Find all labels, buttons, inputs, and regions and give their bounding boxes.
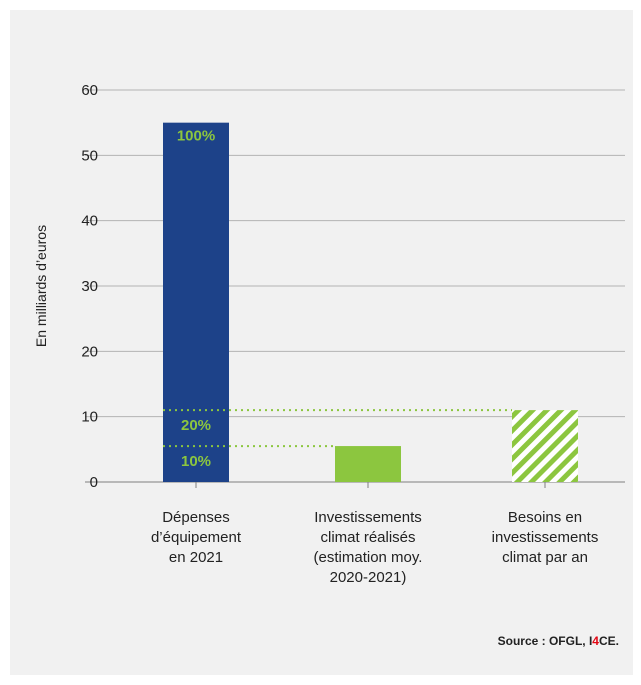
source-note: Source : OFGL, I4CE.: [498, 634, 619, 648]
y-tick-label: 40: [81, 213, 98, 230]
category-label: Besoins en investissements climat par an: [492, 509, 599, 566]
reference-label: 10%: [181, 453, 211, 470]
bar-chart: 0 10 20 30 40 50 60 En milliards d’euros Dépense…: [33, 82, 625, 586]
source-brand-4: 4: [592, 634, 599, 648]
bar: [163, 122, 229, 483]
y-tick-label: 60: [81, 82, 98, 99]
bar: [512, 410, 578, 482]
bar: [335, 446, 401, 482]
category-label: Investissements climat réalisés (estimatio…: [314, 509, 423, 586]
y-tick-label: 50: [81, 147, 98, 164]
category-label-line: (estimation moy.: [314, 549, 423, 566]
category-label-line: Dépenses: [162, 509, 230, 526]
category-label-line: 2020-2021): [330, 569, 407, 586]
source-brand-i: I: [588, 634, 593, 648]
category-label-line: Investissements: [314, 509, 422, 526]
chart-panel: 0 10 20 30 40 50 60 En milliards d’euros Dépense…: [10, 10, 633, 675]
reference-label: 20%: [181, 417, 211, 434]
category-label-line: Besoins en: [508, 509, 582, 526]
y-tick-label: 0: [90, 474, 98, 491]
y-axis-label: En milliards d’euros: [33, 225, 49, 347]
category-label: Dépenses d’équipement en 2021: [151, 509, 242, 566]
source-prefix: Source : OFGL,: [497, 634, 589, 648]
y-tick-label: 30: [81, 278, 98, 295]
category-label-line: climat réalisés: [320, 529, 415, 546]
category-label-line: climat par an: [502, 549, 588, 566]
category-label-line: d’équipement: [151, 529, 242, 546]
source-brand-ce: CE: [598, 634, 616, 648]
category-label-line: en 2021: [169, 549, 223, 566]
category-label-line: investissements: [492, 529, 599, 546]
source-suffix: .: [615, 634, 619, 648]
y-tick-label: 20: [81, 343, 98, 360]
y-tick-label: 10: [81, 409, 98, 426]
bar-top-label: 100%: [177, 128, 215, 145]
